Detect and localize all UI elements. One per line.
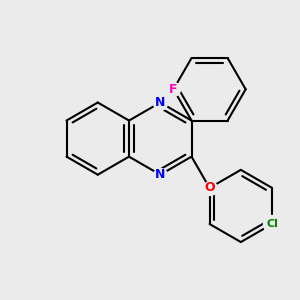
- Text: F: F: [169, 83, 178, 96]
- Text: N: N: [155, 168, 166, 181]
- Text: Cl: Cl: [266, 219, 278, 229]
- Text: O: O: [204, 182, 215, 194]
- Text: N: N: [155, 96, 166, 109]
